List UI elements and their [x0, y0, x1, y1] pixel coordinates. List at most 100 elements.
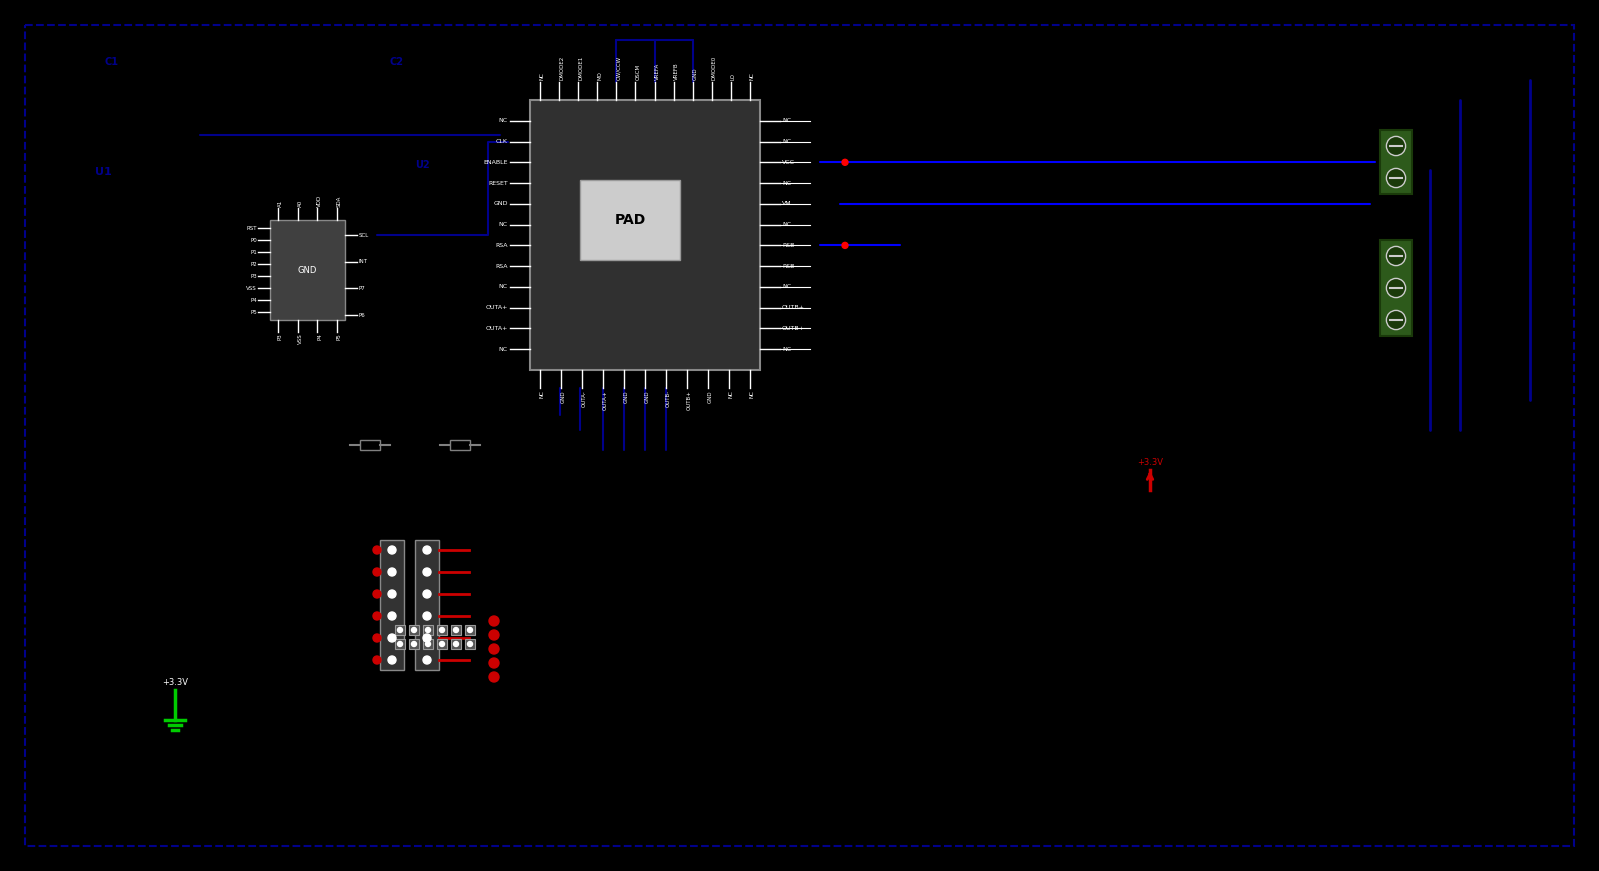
Text: NC: NC: [782, 347, 792, 352]
Text: P4: P4: [251, 298, 257, 302]
Text: OUTB+: OUTB+: [688, 390, 692, 410]
Text: NC: NC: [540, 390, 545, 398]
Text: GND: GND: [644, 390, 651, 402]
Circle shape: [389, 656, 397, 664]
Circle shape: [489, 630, 499, 640]
Text: NC: NC: [782, 222, 792, 227]
Text: U1: U1: [94, 167, 112, 177]
Text: GND: GND: [692, 67, 697, 80]
Text: VDD: VDD: [317, 195, 323, 207]
Text: OUTA+: OUTA+: [603, 390, 608, 409]
Text: NC: NC: [750, 72, 755, 80]
Bar: [465, 639, 475, 649]
Circle shape: [389, 546, 397, 554]
Text: NC: NC: [499, 222, 508, 227]
Text: VM: VM: [782, 201, 792, 206]
Text: OUTB+: OUTB+: [782, 326, 804, 331]
Circle shape: [389, 634, 397, 642]
Text: VSS: VSS: [297, 333, 302, 344]
Bar: [395, 639, 405, 649]
Bar: [451, 625, 461, 635]
Text: RSA: RSA: [496, 264, 508, 268]
Circle shape: [489, 658, 499, 668]
Text: GND: GND: [494, 201, 508, 206]
Text: ENABLE: ENABLE: [483, 159, 508, 165]
Circle shape: [1386, 246, 1406, 266]
Circle shape: [411, 642, 416, 646]
Circle shape: [411, 627, 416, 632]
Text: VREFA: VREFA: [654, 63, 659, 80]
Circle shape: [424, 656, 432, 664]
Text: C2: C2: [390, 57, 405, 67]
Circle shape: [467, 642, 472, 646]
Circle shape: [1386, 137, 1406, 156]
Text: RST: RST: [246, 226, 257, 231]
Bar: [409, 625, 419, 635]
Text: DMODE1: DMODE1: [579, 56, 584, 80]
Text: INT: INT: [360, 260, 368, 264]
Circle shape: [373, 612, 381, 620]
Text: P6: P6: [360, 313, 366, 318]
Circle shape: [424, 568, 432, 576]
Circle shape: [1386, 310, 1406, 329]
Text: GND: GND: [624, 390, 628, 402]
Circle shape: [425, 642, 430, 646]
Bar: [580, 180, 680, 260]
Circle shape: [489, 672, 499, 682]
Circle shape: [440, 642, 445, 646]
Bar: [270, 220, 345, 320]
Text: NC: NC: [782, 118, 792, 124]
Circle shape: [389, 612, 397, 620]
Text: NC: NC: [499, 347, 508, 352]
Bar: [465, 625, 475, 635]
Circle shape: [389, 568, 397, 576]
Text: P5: P5: [337, 333, 342, 340]
Text: RSA: RSA: [496, 243, 508, 248]
Text: OUTA+: OUTA+: [486, 305, 508, 310]
Circle shape: [373, 656, 381, 664]
Text: OSCM: OSCM: [635, 64, 641, 80]
Bar: [437, 639, 448, 649]
Text: CW/CCW: CW/CCW: [616, 56, 622, 80]
Circle shape: [843, 242, 847, 248]
Text: NC: NC: [499, 118, 508, 124]
Bar: [529, 100, 760, 370]
Text: P4: P4: [317, 333, 323, 340]
Text: OUTB-: OUTB-: [667, 390, 672, 407]
Bar: [1380, 240, 1412, 336]
Text: MO: MO: [598, 71, 603, 80]
Text: NC: NC: [540, 72, 545, 80]
Bar: [360, 440, 381, 450]
Circle shape: [454, 642, 459, 646]
Bar: [1380, 130, 1412, 194]
Bar: [451, 639, 461, 649]
Text: SDA: SDA: [337, 196, 342, 207]
Text: P0: P0: [251, 238, 257, 242]
Text: P3: P3: [278, 333, 283, 340]
Text: RESET: RESET: [488, 180, 508, 186]
Text: RSB: RSB: [782, 243, 795, 248]
Text: P7: P7: [360, 286, 366, 291]
Circle shape: [425, 627, 430, 632]
Text: NC: NC: [750, 390, 755, 398]
Text: NC: NC: [729, 390, 734, 398]
Circle shape: [454, 627, 459, 632]
Bar: [395, 625, 405, 635]
Bar: [449, 440, 470, 450]
Circle shape: [373, 590, 381, 598]
Circle shape: [373, 634, 381, 642]
Circle shape: [489, 644, 499, 654]
Bar: [424, 639, 433, 649]
Text: P2: P2: [251, 261, 257, 267]
Text: RSB: RSB: [782, 264, 795, 268]
Text: LO: LO: [731, 73, 736, 80]
Circle shape: [489, 616, 499, 626]
Bar: [424, 625, 433, 635]
Circle shape: [398, 642, 403, 646]
Text: P5: P5: [251, 309, 257, 314]
Circle shape: [424, 634, 432, 642]
Text: CLK: CLK: [496, 139, 508, 144]
Text: P3: P3: [251, 273, 257, 279]
Text: U2: U2: [416, 160, 430, 170]
Text: OUTA-: OUTA-: [582, 390, 587, 407]
